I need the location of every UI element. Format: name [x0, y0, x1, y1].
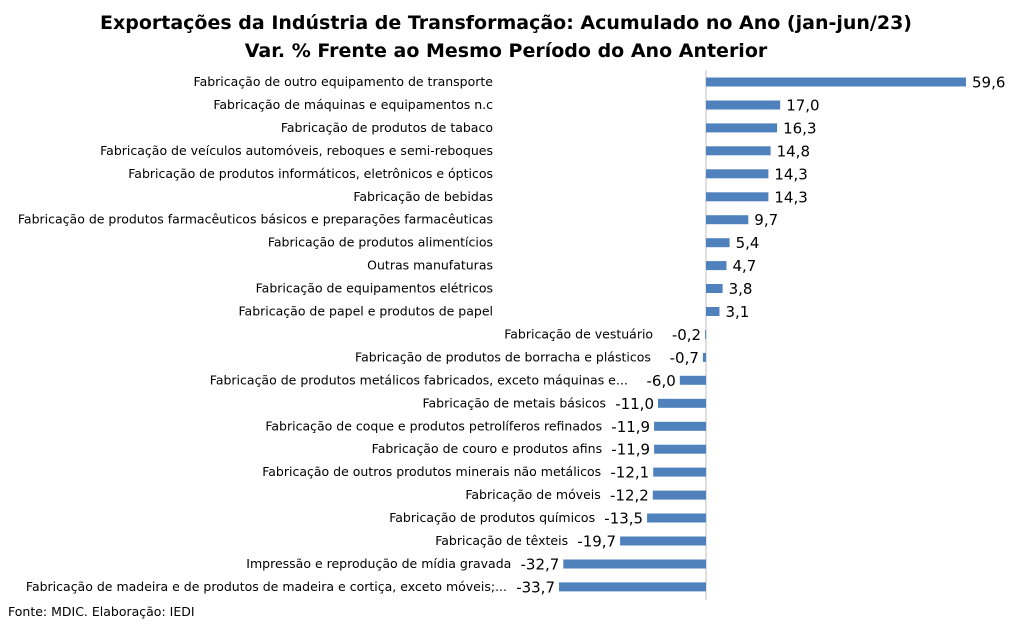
bar: [679, 375, 706, 385]
bar: [706, 146, 771, 156]
bar-chart: 59,6 Fabricação de outro equipamento de t…: [18, 70, 1005, 600]
category-label: Fabricação de produtos químicos: [389, 510, 595, 525]
data-label: 14,8: [777, 142, 810, 160]
category-label: Fabricação de produtos de borracha e plá…: [355, 349, 651, 364]
bar: [706, 192, 769, 202]
bar: [706, 284, 723, 293]
category-label: Fabricação de coque e produtos petrolífe…: [265, 418, 602, 433]
category-label: Fabricação de móveis: [465, 487, 600, 502]
category-label: Fabricação de veículos automóveis, reboq…: [100, 143, 493, 158]
category-label: Fabricação de madeira e de produtos de m…: [26, 579, 507, 594]
category-label: Fabricação de produtos de tabaco: [281, 120, 493, 135]
category-label: Fabricação de bebidas: [353, 189, 493, 204]
category-label: Fabricação de produtos metálicos fabrica…: [210, 372, 628, 387]
bar: [706, 238, 730, 248]
category-label: Fabricação de vestuário: [504, 326, 653, 341]
bar: [705, 329, 707, 339]
category-label: Fabricação de papel e produtos de papel: [239, 304, 494, 319]
category-label: Fabricação de máquinas e equipamentos n.…: [213, 97, 493, 112]
bar: [706, 261, 727, 271]
data-label: -0,2: [672, 326, 701, 344]
bar: [653, 467, 706, 477]
bar: [706, 123, 778, 133]
data-label: -12,1: [610, 464, 649, 482]
data-label: -11,0: [615, 395, 654, 413]
bar: [706, 307, 720, 316]
bar: [620, 536, 706, 546]
category-label: Fabricação de produtos farmacêuticos bás…: [18, 212, 493, 227]
bar: [706, 215, 749, 225]
category-label: Fabricação de têxteis: [435, 533, 568, 548]
data-label: 3,8: [729, 280, 753, 298]
bar: [654, 421, 706, 431]
data-label: -32,7: [520, 556, 559, 574]
data-label: 5,4: [736, 234, 760, 252]
data-label: 14,3: [774, 188, 807, 206]
data-label: -13,5: [604, 510, 643, 528]
bar: [706, 169, 769, 179]
data-label: 59,6: [972, 74, 1005, 92]
data-label: -12,2: [610, 487, 649, 505]
chart-subtitle: Var. % Frente ao Mesmo Período do Ano An…: [244, 40, 768, 62]
bar: [706, 77, 966, 87]
category-label: Impressão e reprodução de mídia gravada: [246, 556, 511, 571]
data-label: 4,7: [733, 257, 757, 275]
data-label: -11,9: [611, 418, 650, 436]
category-label: Outras manufaturas: [367, 258, 493, 273]
bar: [563, 559, 706, 569]
data-label: 17,0: [786, 97, 819, 115]
bar: [652, 490, 706, 500]
data-label: 16,3: [783, 119, 816, 137]
bar: [559, 582, 706, 592]
chart-title: Exportações da Indústria de Transformaçã…: [100, 12, 912, 34]
category-label: Fabricação de outros produtos minerais n…: [262, 464, 601, 479]
data-label: 9,7: [754, 211, 778, 229]
data-label: 14,3: [774, 165, 807, 183]
data-label: -33,7: [516, 578, 555, 596]
category-label: Fabricação de produtos informáticos, ele…: [128, 166, 493, 181]
bar: [702, 352, 706, 362]
category-label: Fabricação de produtos alimentícios: [268, 235, 493, 250]
bar: [706, 100, 781, 110]
bar: [658, 398, 706, 408]
category-label: Fabricação de equipamentos elétricos: [256, 281, 493, 296]
category-label: Fabricação de outro equipamento de trans…: [194, 74, 494, 89]
data-label: -19,7: [577, 533, 616, 551]
data-label: -11,9: [611, 441, 650, 459]
category-label: Fabricação de metais básicos: [422, 395, 606, 410]
data-label: -6,0: [647, 372, 676, 390]
category-label: Fabricação de couro e produtos afins: [372, 441, 602, 456]
bar: [647, 513, 706, 523]
data-label: 3,1: [726, 303, 750, 321]
data-label: -0,7: [670, 349, 699, 367]
bar: [654, 444, 706, 454]
source-note: Fonte: MDIC. Elaboração: IEDI: [8, 604, 195, 619]
